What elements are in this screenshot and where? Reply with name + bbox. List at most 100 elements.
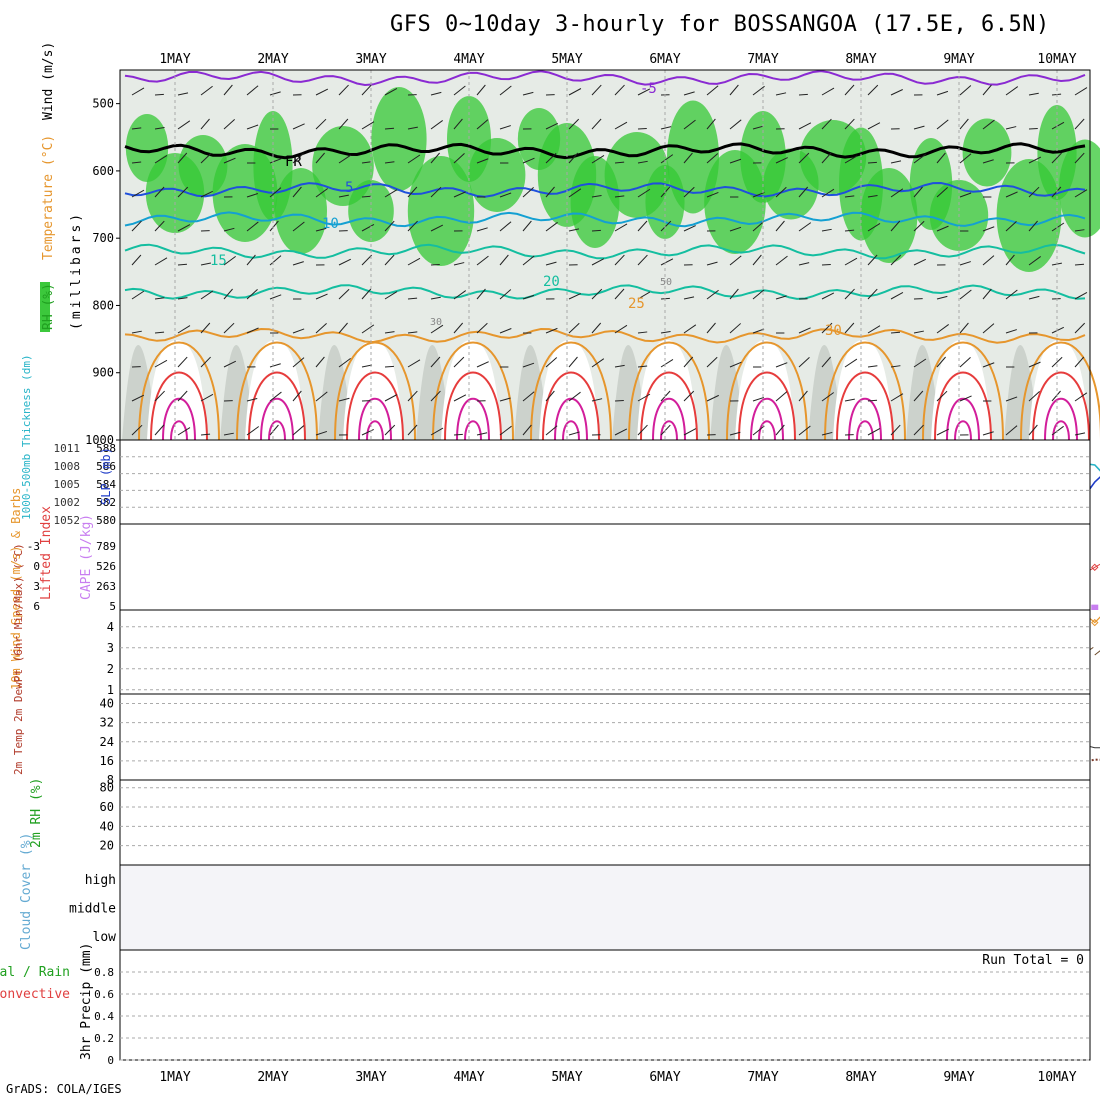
wind-barb <box>223 119 235 130</box>
wind-barb <box>614 428 628 436</box>
wind-barb <box>154 359 168 368</box>
wind-barb <box>384 220 395 232</box>
wind-barb <box>453 152 465 164</box>
wind-barb <box>338 154 352 164</box>
wind-barb <box>223 360 237 368</box>
wind-barb <box>1051 121 1065 130</box>
wind-barb <box>223 227 235 232</box>
wind-barb <box>246 327 259 334</box>
cloud-ylabel: Cloud Cover (%) <box>19 833 34 950</box>
wind-barb <box>982 119 995 130</box>
li-tick-label: 3 <box>33 580 40 593</box>
wind-barb <box>913 424 924 436</box>
wind-barb <box>614 121 628 130</box>
warm-isotherm <box>954 420 972 441</box>
warm-isotherm <box>432 341 514 441</box>
wind-barb <box>591 155 605 164</box>
wind-barb <box>200 262 211 266</box>
temp-ylabel: 2m Temp 2m DewPt (6hr Min/Max) (°C) <box>12 543 25 775</box>
warm-isotherm <box>750 397 784 441</box>
wind-barb <box>775 391 788 402</box>
wind-barb <box>476 361 489 368</box>
y-tick-label: 700 <box>92 231 114 245</box>
wind-barb <box>131 189 145 198</box>
isotherm-label: 15 <box>210 253 227 269</box>
slp-ylabel: SLP (mb) <box>99 447 113 505</box>
wind-barb <box>361 324 375 334</box>
wind-barb <box>499 289 512 300</box>
wind-barb <box>982 159 994 164</box>
wind-barb <box>959 85 972 96</box>
wind-barb <box>913 358 927 368</box>
wind-barb <box>1028 256 1041 266</box>
wind-barb <box>430 427 444 436</box>
wind-barb <box>821 118 832 130</box>
rh-grey-column <box>808 345 843 440</box>
wind-barb <box>890 220 901 232</box>
x-tick-label-bottom: 3MAY <box>355 1070 386 1085</box>
wind-barb <box>683 91 695 96</box>
wind-barb <box>729 226 742 232</box>
wind-barb <box>775 362 788 368</box>
wind-barb <box>200 322 211 334</box>
wind-barb <box>913 258 926 266</box>
wind-barb <box>706 85 719 96</box>
wind-barb <box>936 428 950 436</box>
wind-barb <box>499 397 511 402</box>
wind-barb <box>200 152 212 164</box>
wind-barb <box>269 187 282 198</box>
wind-barb <box>1028 220 1038 232</box>
wind-barb <box>913 186 923 198</box>
thickness-tick-label: 588 <box>96 442 116 455</box>
wind-barb <box>476 158 489 164</box>
wind-barb <box>706 356 718 368</box>
rh-ylabel: 2m RH (%) <box>29 778 44 848</box>
wind-barb <box>729 361 742 368</box>
wind-barb <box>1074 356 1085 368</box>
rh-key <box>40 282 50 332</box>
precip-tick-label: 0.4 <box>94 1010 114 1023</box>
wind-barb <box>729 119 742 130</box>
wind-barb <box>637 254 648 266</box>
wind-barb <box>982 255 995 266</box>
isotherm-label: 10 <box>322 216 339 232</box>
wind-barb <box>407 424 418 436</box>
x-tick-label-top: 10MAY <box>1037 52 1076 67</box>
isotherm-label: 5 <box>345 180 353 196</box>
thickness-ylabel: 1000-500mb Thickness (dm) <box>20 354 33 520</box>
wind-barb <box>752 254 762 266</box>
slp-tick-label: 1052 <box>54 514 81 527</box>
wind-barb <box>959 261 971 266</box>
wind-barb <box>154 331 165 334</box>
wind-barb <box>959 322 969 334</box>
wind-barb <box>890 254 902 266</box>
wind-barb <box>568 228 580 232</box>
wind-barb <box>1051 356 1063 368</box>
wind-barb <box>775 255 788 266</box>
wind-barb <box>591 258 605 266</box>
wind-barb <box>292 186 302 198</box>
warm-isotherm <box>922 341 1004 441</box>
wind-barb <box>131 254 142 266</box>
li-tick-label: 6 <box>33 600 40 613</box>
wind-barb <box>729 158 742 164</box>
li-tick-label: -3 <box>27 540 40 553</box>
wind-barb <box>223 322 235 334</box>
wind-barb <box>154 186 165 198</box>
wind-barb <box>292 123 305 130</box>
wind-barb <box>269 424 279 436</box>
li-ylabel-text: Lifted Index <box>39 506 54 600</box>
wind-barb <box>844 358 858 368</box>
wind-barb <box>315 430 328 436</box>
warm-isotherm <box>358 397 392 441</box>
wind-barb <box>522 294 535 300</box>
wind-barb <box>338 357 351 368</box>
wind-barb <box>545 425 558 436</box>
y-tick-label: 500 <box>92 97 114 111</box>
wind-barb <box>683 390 695 402</box>
warm-isotherm <box>334 341 416 441</box>
wind-barb <box>407 154 421 164</box>
credit-label: GrADS: COLA/IGES <box>6 1082 122 1096</box>
wind-barb <box>315 391 328 402</box>
wind-barb <box>1074 322 1086 334</box>
